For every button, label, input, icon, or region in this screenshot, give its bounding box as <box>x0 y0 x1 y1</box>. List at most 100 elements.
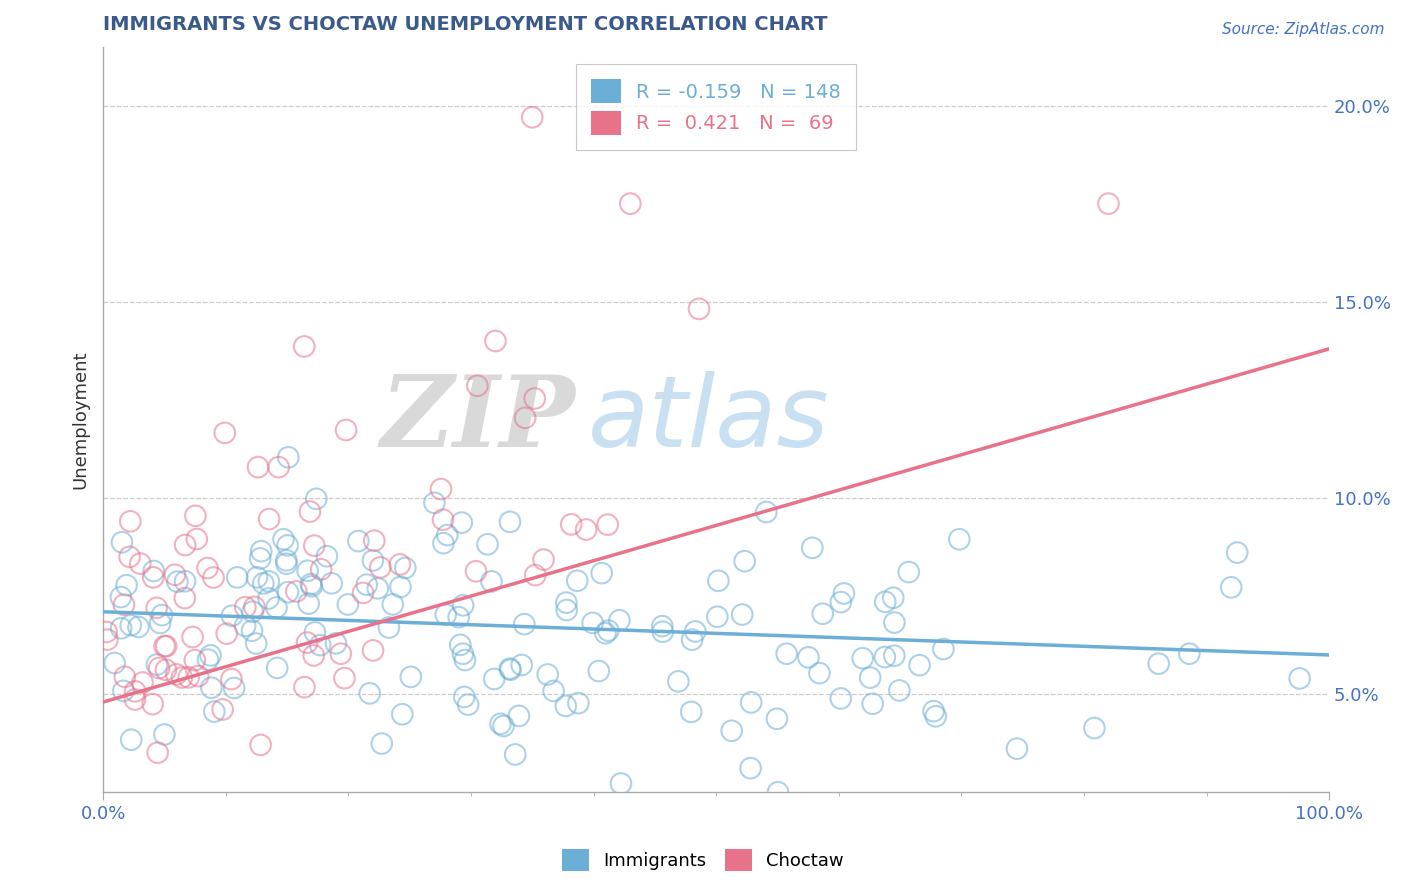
Point <box>111 535 134 549</box>
Point <box>150 608 173 623</box>
Point <box>731 607 754 622</box>
Text: atlas: atlas <box>588 371 830 468</box>
Point <box>515 410 537 425</box>
Point <box>316 549 339 564</box>
Point <box>153 639 176 653</box>
Point <box>1220 580 1243 594</box>
Point <box>873 650 896 665</box>
Point <box>200 648 222 663</box>
Point <box>112 683 135 698</box>
Point <box>447 610 470 624</box>
Point <box>430 482 453 496</box>
Point <box>221 672 243 686</box>
Point <box>883 615 905 630</box>
Point <box>775 647 797 661</box>
Point <box>1178 647 1201 661</box>
Point <box>309 638 332 652</box>
Point <box>200 681 222 695</box>
Point <box>266 600 288 615</box>
Point <box>174 538 197 552</box>
Point <box>202 570 225 584</box>
Point <box>267 460 290 475</box>
Point <box>96 632 118 647</box>
Point <box>292 339 315 353</box>
Point <box>449 638 471 652</box>
Point <box>295 635 318 649</box>
Point <box>513 617 536 632</box>
Point <box>276 557 298 571</box>
Point <box>302 648 325 663</box>
Point <box>378 620 401 634</box>
Point <box>484 334 506 348</box>
Point <box>361 553 384 567</box>
Point <box>247 460 270 475</box>
Point <box>257 591 280 606</box>
Point <box>215 626 238 640</box>
Point <box>755 505 778 519</box>
Text: IMMIGRANTS VS CHOCTAW UNEMPLOYMENT CORRELATION CHART: IMMIGRANTS VS CHOCTAW UNEMPLOYMENT CORRE… <box>103 15 828 34</box>
Point <box>145 600 167 615</box>
Point <box>298 504 321 518</box>
Point <box>522 111 544 125</box>
Point <box>897 565 920 579</box>
Point <box>399 670 422 684</box>
Point <box>499 663 522 677</box>
Point <box>184 653 207 667</box>
Point <box>174 574 197 589</box>
Point <box>681 632 703 647</box>
Point <box>922 704 945 718</box>
Point <box>948 533 970 547</box>
Point <box>681 705 703 719</box>
Point <box>165 667 187 681</box>
Point <box>226 570 249 584</box>
Point <box>277 585 299 599</box>
Point <box>720 723 742 738</box>
Point <box>359 686 381 700</box>
Point <box>249 551 271 566</box>
Point <box>451 599 474 613</box>
Point <box>560 517 582 532</box>
Point <box>503 747 526 762</box>
Point <box>394 561 416 575</box>
Point <box>830 595 852 609</box>
Point <box>484 672 506 686</box>
Point <box>266 661 288 675</box>
Point <box>257 512 280 526</box>
Point <box>181 630 204 644</box>
Point <box>1226 546 1249 560</box>
Point <box>187 669 209 683</box>
Point <box>588 664 610 678</box>
Point <box>575 523 598 537</box>
Point <box>148 661 170 675</box>
Point <box>688 301 710 316</box>
Point <box>242 605 264 619</box>
Point <box>221 608 243 623</box>
Point <box>651 624 673 639</box>
Point <box>114 670 136 684</box>
Point <box>581 615 603 630</box>
Point <box>619 196 641 211</box>
Point <box>740 761 762 775</box>
Point <box>120 618 142 632</box>
Point <box>510 657 533 672</box>
Point <box>524 568 547 582</box>
Y-axis label: Unemployment: Unemployment <box>72 351 89 489</box>
Point <box>434 607 457 622</box>
Point <box>499 662 522 676</box>
Point <box>142 564 165 578</box>
Point <box>297 564 319 578</box>
Point <box>567 696 589 710</box>
Point <box>454 653 477 667</box>
Point <box>127 620 149 634</box>
Point <box>533 552 555 566</box>
Point <box>202 705 225 719</box>
Point <box>149 615 172 630</box>
Point <box>277 450 299 465</box>
Point <box>1005 741 1028 756</box>
Point <box>595 626 617 640</box>
Point <box>276 553 298 567</box>
Point <box>173 591 195 605</box>
Point <box>166 574 188 589</box>
Point <box>492 719 515 733</box>
Point <box>555 603 578 617</box>
